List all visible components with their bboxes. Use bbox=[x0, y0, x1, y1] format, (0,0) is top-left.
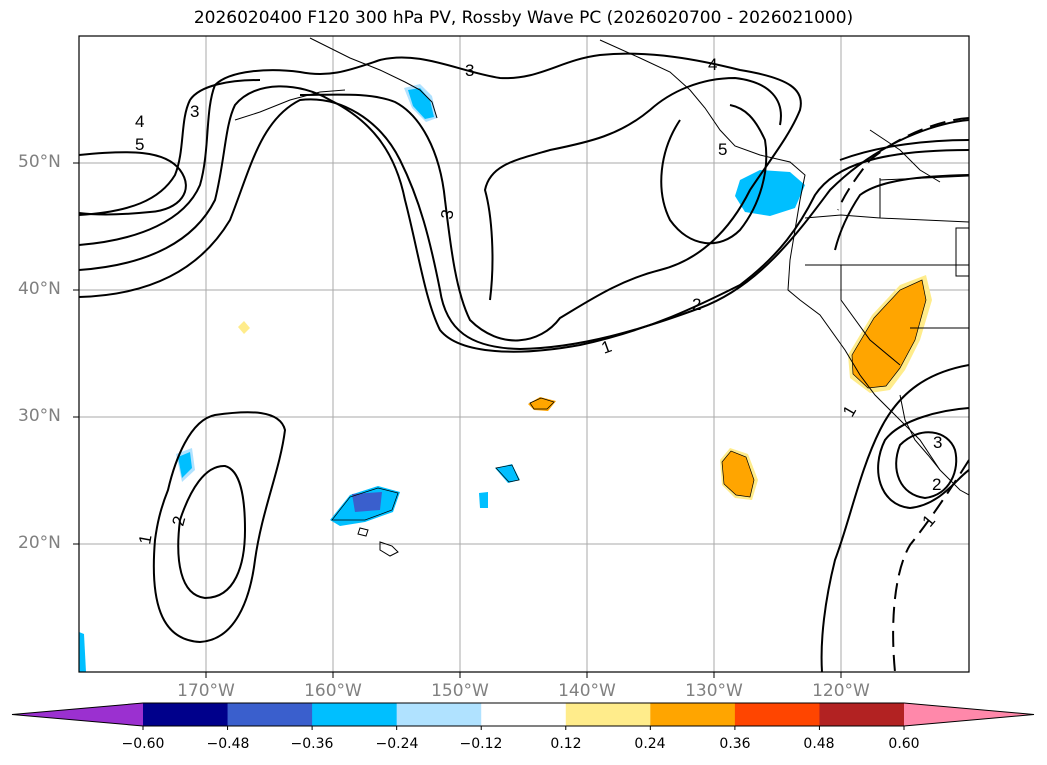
lon-label: 160°W bbox=[304, 681, 362, 701]
colorbar-tick-label: −0.12 bbox=[459, 736, 503, 752]
contour-label: 1 bbox=[599, 337, 614, 358]
contour-label: 3 bbox=[190, 102, 199, 121]
negative-anomaly bbox=[735, 170, 805, 216]
lat-label: 50°N bbox=[18, 152, 61, 172]
colorbar bbox=[11, 702, 1035, 730]
colorbar-tick-label: 0.12 bbox=[550, 736, 582, 752]
contour-label: 2 bbox=[692, 295, 701, 314]
colorbar-tick-label: −0.48 bbox=[206, 736, 250, 752]
colorbar-tick-label: −0.24 bbox=[375, 736, 419, 752]
positive-anomaly bbox=[238, 321, 250, 334]
colorbar-extend-high bbox=[904, 703, 1034, 726]
contour-label-group: 1 2 3 4 5 3 4 5 3 2 1 1 3 2 1 bbox=[135, 55, 942, 546]
contour-label: 5 bbox=[135, 135, 144, 154]
coastlines bbox=[234, 37, 969, 557]
axis-ticks bbox=[73, 162, 842, 678]
colorbar-bin bbox=[819, 703, 905, 726]
colorbar-bin bbox=[227, 703, 313, 726]
colorbar-bin bbox=[143, 703, 229, 726]
contour-label: 1 bbox=[135, 533, 155, 546]
lat-label: 40°N bbox=[18, 279, 61, 299]
gridlines bbox=[79, 36, 969, 672]
colorbar-tick-label: 0.60 bbox=[888, 736, 920, 752]
negative-anomaly bbox=[178, 452, 192, 478]
map-frame bbox=[78, 35, 970, 673]
colorbar-bin bbox=[650, 703, 736, 726]
contour-label: 4 bbox=[135, 112, 144, 131]
negative-anomaly bbox=[352, 492, 382, 512]
colorbar-tick-label: 0.36 bbox=[719, 736, 751, 752]
colorbar-extend-low bbox=[12, 703, 143, 726]
lon-label: 140°W bbox=[558, 681, 616, 701]
contour-label: 5 bbox=[718, 140, 727, 159]
colorbar-tick-label: 0.24 bbox=[634, 736, 666, 752]
contour-label: 2 bbox=[169, 514, 190, 528]
contour-label: 3 bbox=[437, 208, 457, 221]
colorbar-bin bbox=[312, 703, 398, 726]
positive-anomaly bbox=[852, 280, 926, 388]
colorbar-tick-label: −0.36 bbox=[290, 736, 334, 752]
colorbar-bin bbox=[481, 703, 567, 726]
lon-label: 150°W bbox=[431, 681, 489, 701]
lat-label: 20°N bbox=[18, 533, 61, 553]
negative-anomaly bbox=[479, 492, 488, 508]
lon-label: 120°W bbox=[812, 681, 870, 701]
contour-label: 3 bbox=[933, 433, 942, 452]
colorbar-bin bbox=[734, 703, 820, 726]
colorbar-tick-label: −0.60 bbox=[121, 736, 165, 752]
contour-label: 3 bbox=[465, 61, 474, 80]
lon-label: 130°W bbox=[685, 681, 743, 701]
negative-anomaly bbox=[408, 88, 434, 119]
colorbar-bin bbox=[396, 703, 482, 726]
negative-anomaly bbox=[79, 632, 86, 672]
pv-contours bbox=[79, 52, 969, 672]
lon-label: 170°W bbox=[177, 681, 235, 701]
positive-anomaly bbox=[722, 451, 754, 497]
map-title: 2026020400 F120 300 hPa PV, Rossby Wave … bbox=[193, 8, 854, 28]
contour-label: 4 bbox=[708, 55, 717, 74]
lat-label: 30°N bbox=[18, 406, 61, 426]
anomaly-shading bbox=[79, 84, 932, 672]
colorbar-bin bbox=[565, 703, 651, 726]
contour-label: 1 bbox=[919, 511, 940, 530]
contour-label: 2 bbox=[932, 475, 941, 494]
anomaly-outlines bbox=[331, 279, 927, 521]
colorbar-tick-label: 0.48 bbox=[803, 736, 835, 752]
